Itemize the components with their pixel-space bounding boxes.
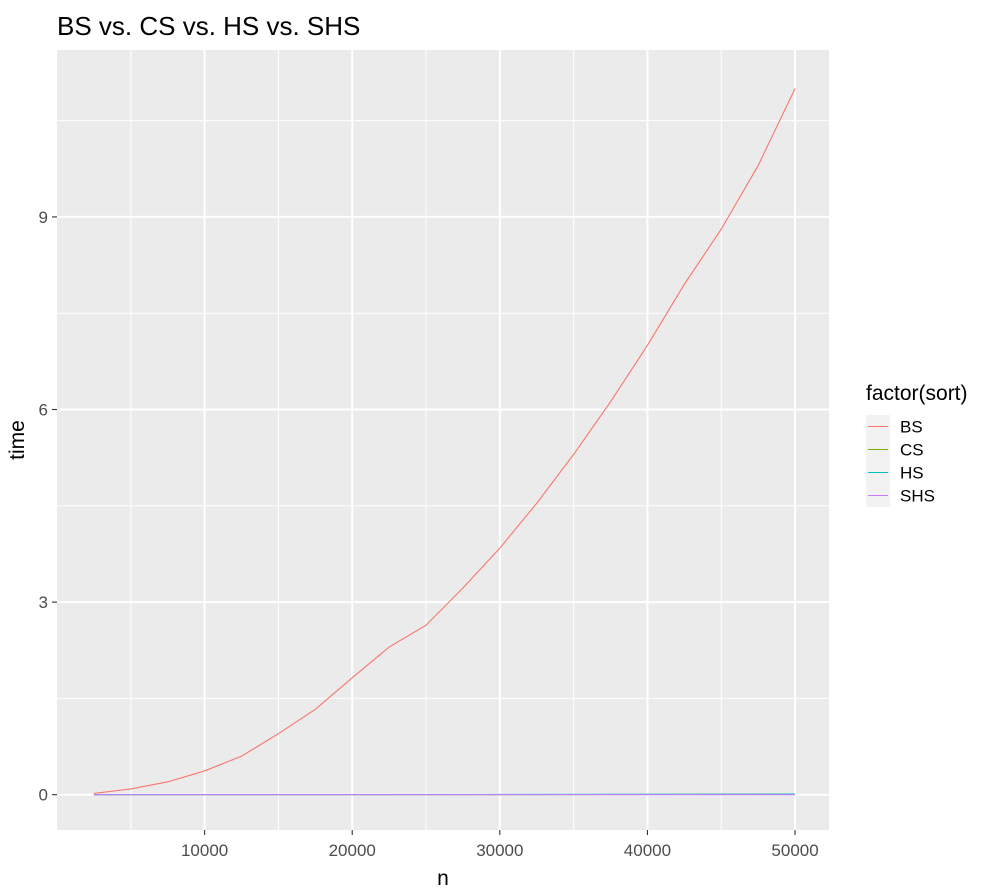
y-tick-label: 6 [39, 401, 48, 420]
legend-label: BS [900, 418, 923, 437]
y-tick-labels: 0 3 6 9 [39, 208, 48, 805]
legend-item-cs: CS [866, 438, 924, 461]
legend-label: SHS [900, 487, 935, 506]
legend-title: factor(sort) [866, 382, 968, 405]
x-tick-labels: 10000 20000 30000 40000 50000 [181, 841, 819, 860]
axis-ticks [52, 216, 796, 835]
legend-label: HS [900, 464, 924, 483]
legend-item-shs: SHS [866, 484, 935, 507]
legend: factor(sort) BS CS HS SHS [866, 382, 968, 507]
legend-items: BS CS HS SHS [866, 415, 935, 507]
x-tick-label: 20000 [329, 841, 376, 860]
legend-item-bs: BS [866, 415, 923, 438]
series-line-bs [93, 88, 796, 794]
plot-panel [57, 50, 829, 830]
y-tick-label: 0 [39, 786, 48, 805]
chart-title: BS vs. CS vs. HS vs. SHS [57, 11, 360, 41]
series-layer [93, 88, 796, 796]
y-tick-label: 9 [39, 208, 48, 227]
y-tick-label: 3 [39, 593, 48, 612]
legend-item-hs: HS [866, 461, 924, 484]
x-tick-label: 10000 [181, 841, 228, 860]
x-axis-title: n [437, 867, 449, 890]
legend-label: CS [900, 441, 924, 460]
x-tick-label: 30000 [476, 841, 523, 860]
grid-major [57, 50, 829, 830]
x-tick-label: 50000 [771, 841, 818, 860]
grid-minor [57, 50, 829, 830]
x-tick-label: 40000 [624, 841, 671, 860]
y-axis-title: time [6, 420, 29, 460]
